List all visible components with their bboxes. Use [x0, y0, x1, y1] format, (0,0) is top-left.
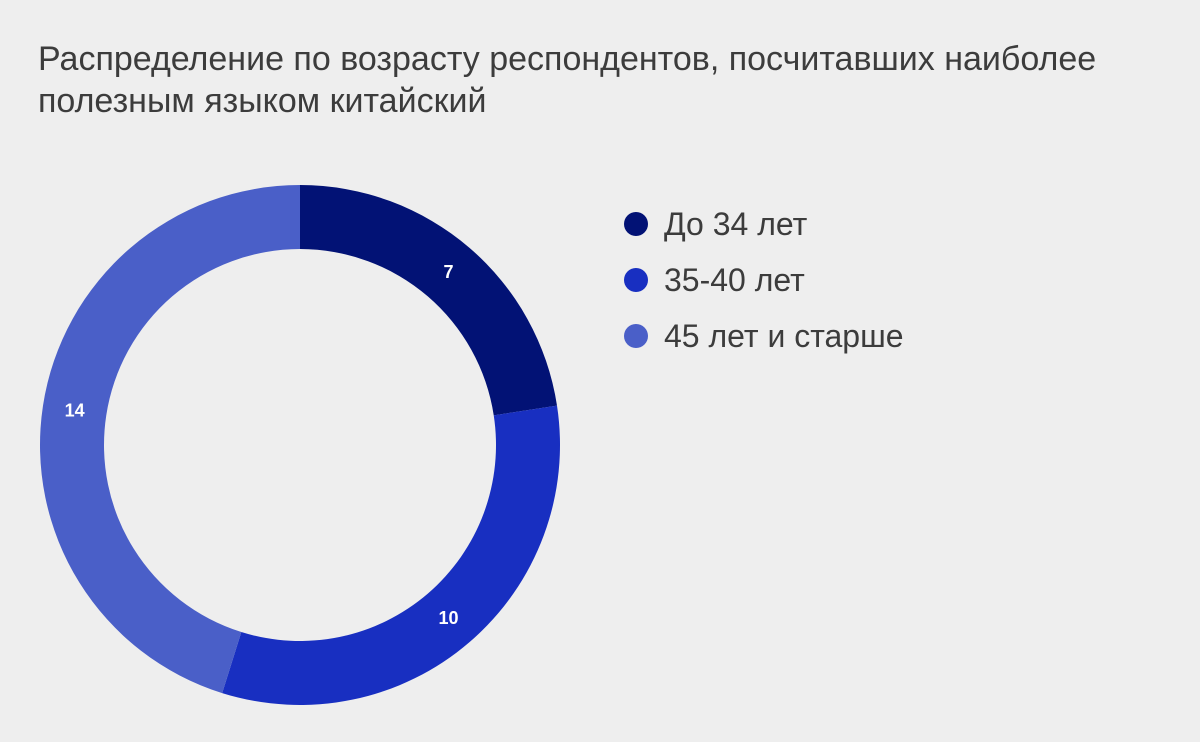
- legend-swatch-icon: [624, 268, 648, 292]
- donut-slice[interactable]: [39, 185, 300, 694]
- legend-label: 35-40 лет: [664, 262, 805, 298]
- legend-label: До 34 лет: [664, 206, 808, 242]
- chart-legend: До 34 лет 35-40 лет 45 лет и старше: [624, 196, 904, 364]
- donut-slice[interactable]: [300, 185, 558, 416]
- chart-title: Распределение по возрасту респондентов, …: [38, 40, 1097, 120]
- donut-chart: 7 10 14: [39, 185, 560, 705]
- legend-item[interactable]: 45 лет и старше: [624, 308, 904, 364]
- legend-label: 45 лет и старше: [664, 318, 904, 354]
- legend-item[interactable]: 35-40 лет: [624, 252, 904, 308]
- legend-swatch-icon: [624, 324, 648, 348]
- data-label: 10: [438, 608, 458, 628]
- donut-slice[interactable]: [222, 405, 560, 705]
- data-label: 7: [444, 262, 454, 282]
- legend-swatch-icon: [624, 212, 648, 236]
- data-label: 14: [65, 400, 85, 420]
- legend-item[interactable]: До 34 лет: [624, 196, 904, 252]
